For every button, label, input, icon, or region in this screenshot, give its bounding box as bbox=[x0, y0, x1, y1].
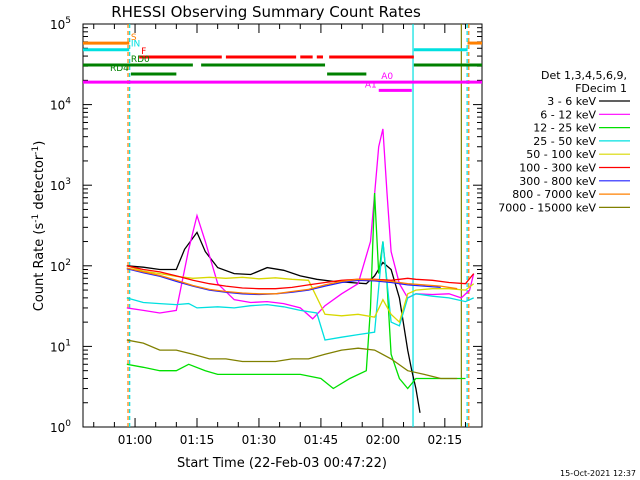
series-line-3 bbox=[126, 241, 474, 341]
x-tick-label: 01:15 bbox=[180, 433, 215, 447]
y-tick-label: 101 bbox=[50, 338, 71, 354]
y-tick-label: 102 bbox=[50, 258, 71, 274]
legend-entry-label: 3 - 6 keV bbox=[547, 95, 596, 108]
series-line-7 bbox=[126, 267, 458, 295]
legend-entry-label: 25 - 50 keV bbox=[533, 135, 596, 148]
flag-label: A1 bbox=[365, 80, 377, 90]
legend-header-2: FDecim 1 bbox=[575, 82, 627, 95]
x-tick-label: 01:00 bbox=[118, 433, 153, 447]
flag-label: IN bbox=[131, 40, 140, 50]
plot-frame bbox=[82, 23, 483, 428]
legend-entry-label: 6 - 12 keV bbox=[540, 108, 596, 121]
chart-title: RHESSI Observing Summary Count Rates bbox=[111, 3, 421, 21]
series-line-0 bbox=[126, 231, 421, 413]
legend-header-1: Det 1,3,4,5,6,9, bbox=[541, 69, 627, 82]
flag-label: A0 bbox=[381, 72, 393, 82]
legend-entry-label: 800 - 7000 keV bbox=[512, 188, 596, 201]
flag-label: F bbox=[141, 47, 146, 57]
x-tick-label: 01:30 bbox=[242, 433, 277, 447]
y-tick-label: 104 bbox=[50, 97, 71, 113]
series-line-2 bbox=[126, 192, 466, 390]
flag-label: S bbox=[131, 33, 137, 43]
y-tick-label: 103 bbox=[50, 177, 71, 193]
y-tick-label: 105 bbox=[50, 16, 71, 32]
event-lines bbox=[127, 24, 470, 427]
legend-entry-label: 50 - 100 keV bbox=[526, 148, 596, 161]
y-axis-label: Count Rate (s-1 detector-1) bbox=[31, 141, 47, 312]
series-line-5 bbox=[126, 265, 475, 290]
series-line-8 bbox=[126, 339, 458, 380]
x-tick-label: 01:45 bbox=[304, 433, 339, 447]
legend-entry-label: 300 - 800 keV bbox=[519, 175, 596, 188]
x-tick-label: 02:00 bbox=[366, 433, 401, 447]
flag-label: RD4 bbox=[110, 64, 129, 74]
y-tick-label: 100 bbox=[50, 419, 71, 435]
series-group bbox=[126, 128, 475, 413]
x-tick-label: 02:15 bbox=[428, 433, 463, 447]
legend-entry-label: 100 - 300 keV bbox=[519, 162, 596, 175]
flag-label: RD0 bbox=[131, 55, 150, 65]
x-axis-label: Start Time (22-Feb-03 00:47:22) bbox=[177, 456, 387, 471]
legend-entry-label: 12 - 25 keV bbox=[533, 122, 596, 135]
legend-entry-label: 7000 - 15000 keV bbox=[498, 201, 596, 214]
timestamp: 15-Oct-2021 12:37 bbox=[560, 469, 636, 478]
y-axis: 100 101 102 103 104 105 bbox=[50, 16, 482, 435]
x-axis: 01:00 01:15 01:30 01:45 02:00 02:15 bbox=[93, 24, 466, 447]
series-line-4 bbox=[126, 265, 475, 324]
